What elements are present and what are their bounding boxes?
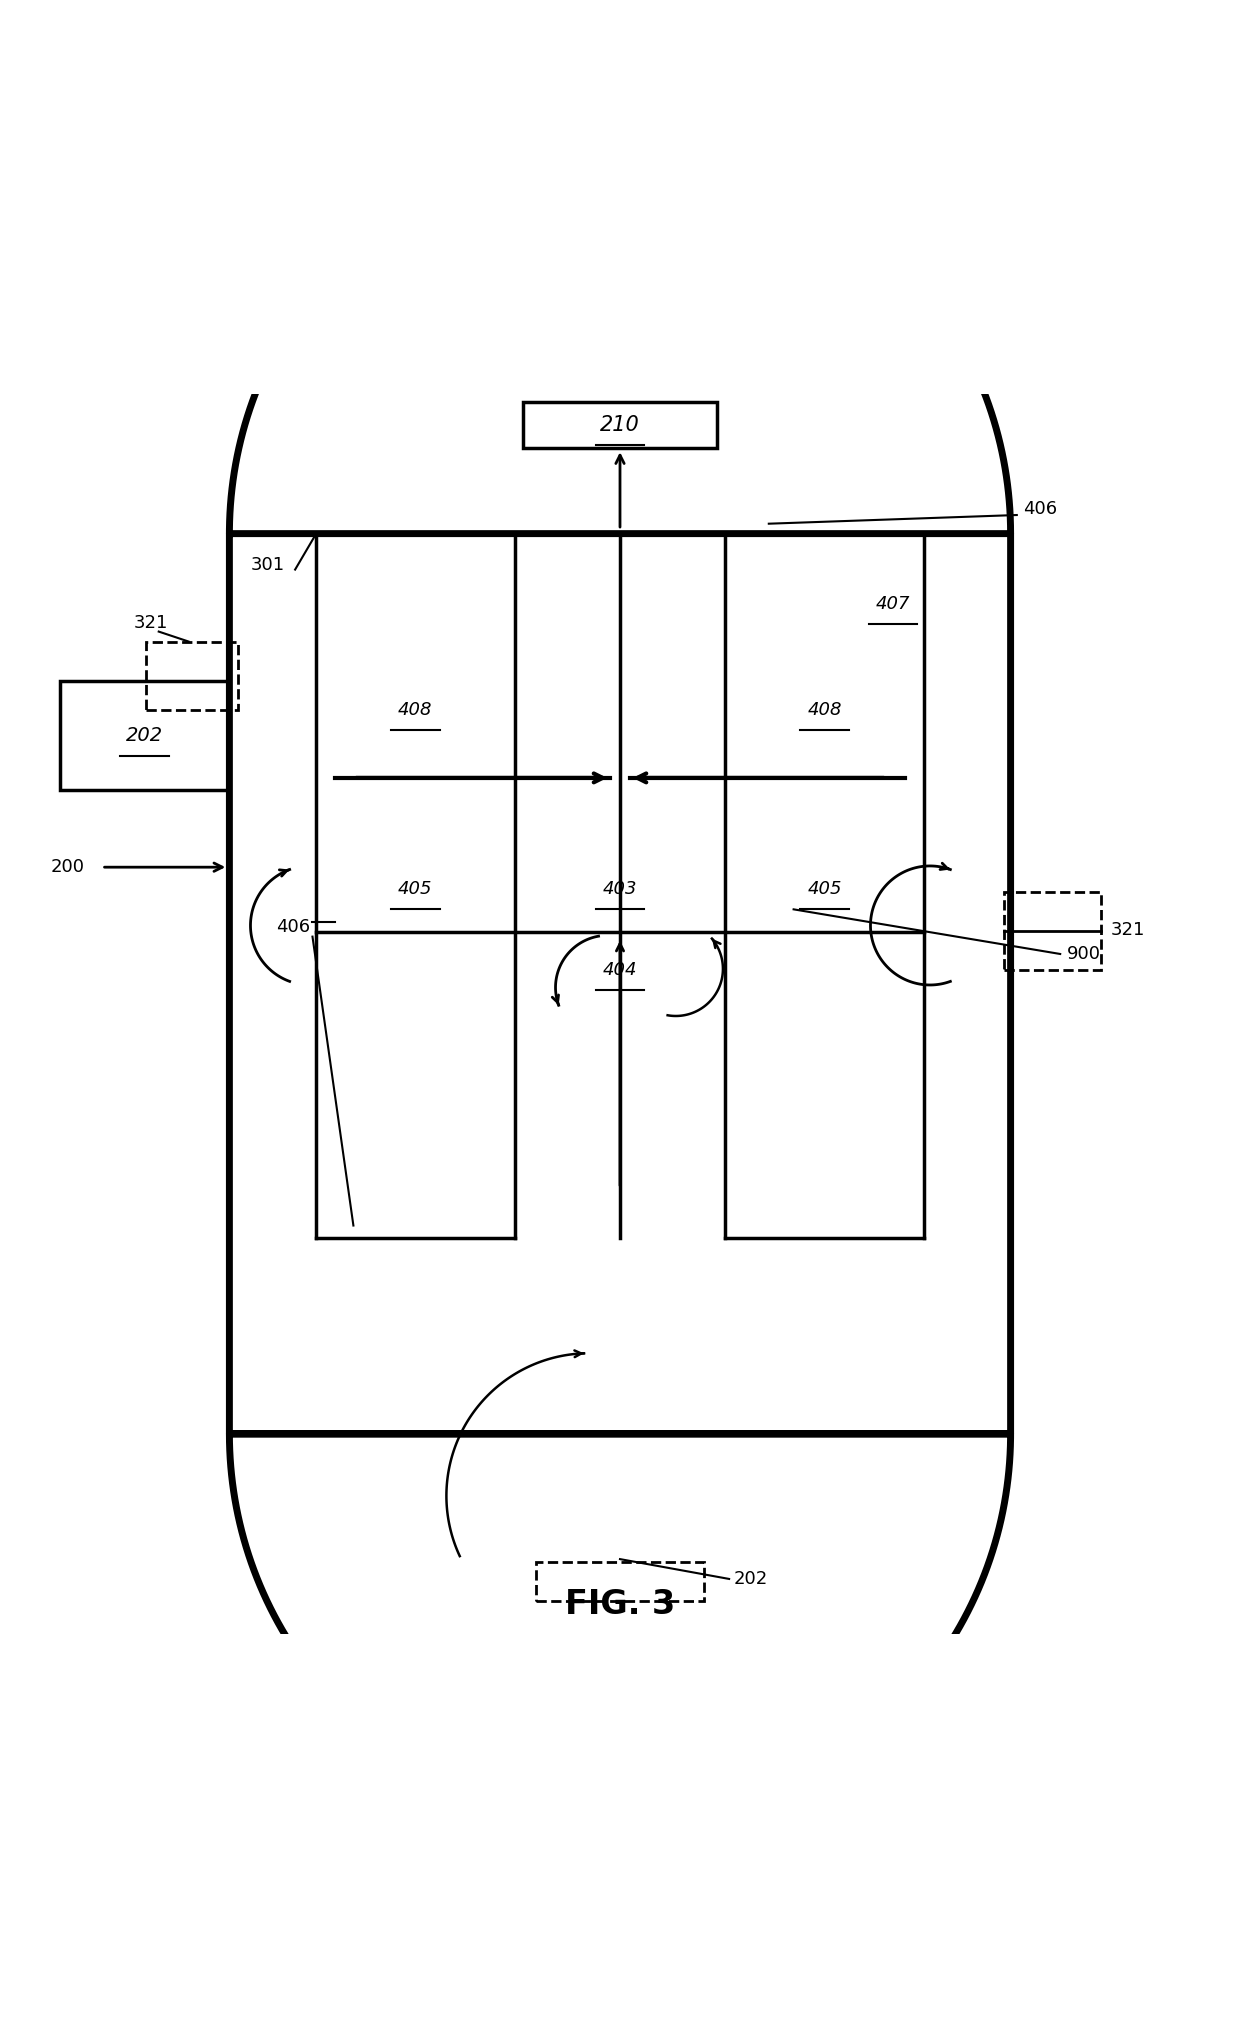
Text: 301: 301: [250, 555, 285, 574]
Text: 405: 405: [398, 880, 433, 898]
Text: 407: 407: [875, 596, 910, 614]
Text: 202: 202: [126, 726, 162, 746]
Text: 210: 210: [600, 416, 640, 436]
Bar: [523, 401, 717, 448]
Bar: [60, 681, 229, 791]
Text: 404: 404: [603, 961, 637, 979]
Text: 406: 406: [275, 918, 310, 936]
Text: 321: 321: [134, 614, 169, 632]
Text: 408: 408: [807, 701, 842, 720]
Text: 403: 403: [603, 880, 637, 898]
Text: 200: 200: [51, 857, 84, 876]
Text: 900: 900: [1066, 945, 1100, 963]
Text: FIG. 3: FIG. 3: [565, 1587, 675, 1622]
Bar: [536, 1561, 704, 1601]
Bar: [1004, 892, 1101, 971]
Bar: [146, 641, 238, 709]
Text: 202: 202: [734, 1571, 769, 1587]
Text: 321: 321: [1111, 922, 1146, 939]
Text: 406: 406: [1023, 501, 1058, 517]
Text: 408: 408: [398, 701, 433, 720]
Text: 405: 405: [807, 880, 842, 898]
